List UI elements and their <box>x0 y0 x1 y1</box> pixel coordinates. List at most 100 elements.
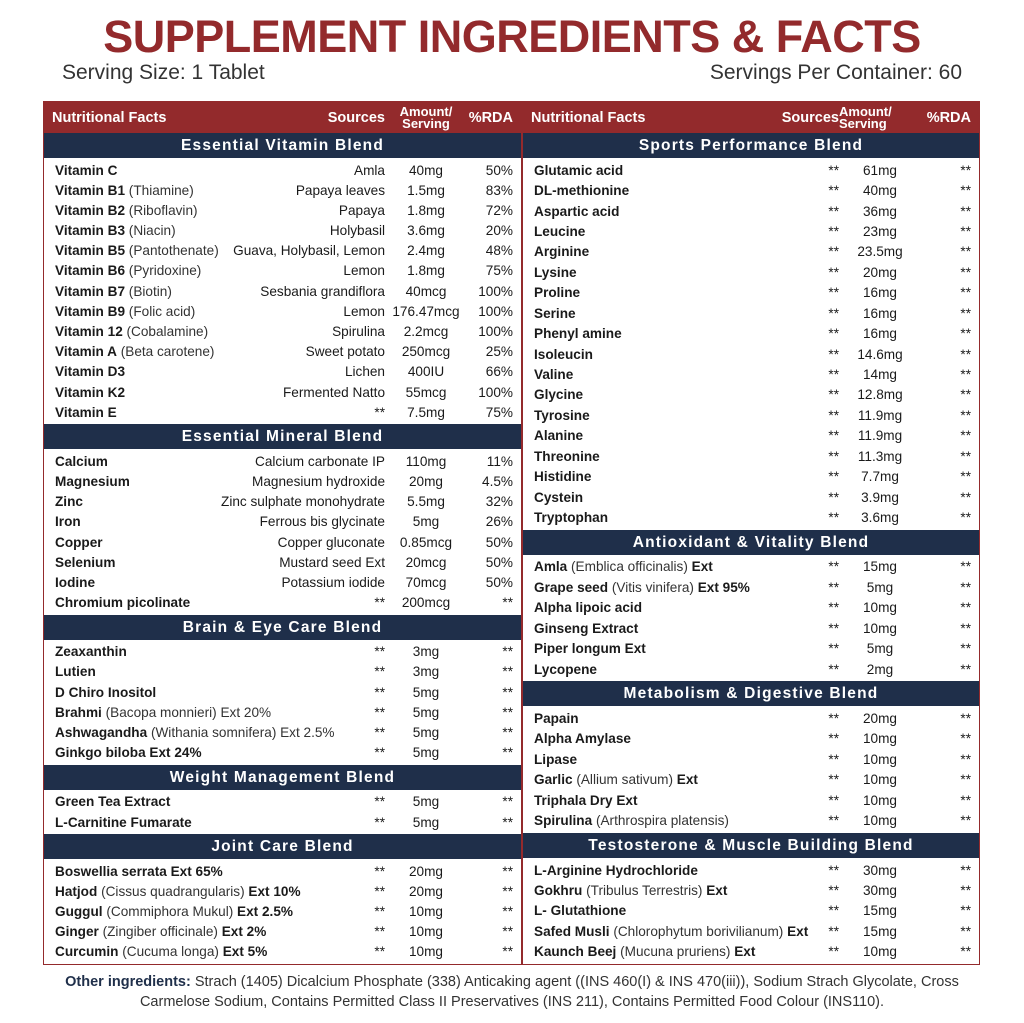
ingredient-name: Papain <box>534 711 579 726</box>
ingredient-cell: Isoleucin ** <box>534 347 839 362</box>
amount: 15mg <box>862 559 897 575</box>
amount: 3.6mg <box>861 509 899 525</box>
source: ** <box>374 814 385 830</box>
amount: 400IU <box>407 364 445 380</box>
ingredient-cell: Ashwagandha (Withania somnifera) Ext 2.5… <box>55 725 385 740</box>
ingredient-name: Glutamic acid <box>534 162 624 178</box>
ingredient-row: Cystein ** 3.9mg ** <box>534 487 971 507</box>
source: ** <box>828 203 839 219</box>
ingredient-name: Lipase <box>534 751 578 767</box>
ingredient-row: Vitamin B6 (Pyridoxine) Lemon 1.8mg 75% <box>55 261 513 281</box>
ingredient-cell: Leucine ** <box>534 224 839 239</box>
ingredient-name: Vitamin B9 <box>55 303 126 319</box>
ingredient-cell: Proline ** <box>534 285 839 300</box>
amount: 2mg <box>866 661 894 677</box>
amount: 16mg <box>862 326 897 342</box>
amount: 70mcg <box>405 574 447 590</box>
header-facts: Nutritional Facts <box>52 109 167 126</box>
ingredient-cell: Ginger (Zingiber officinale) Ext 2% ** <box>55 924 385 939</box>
ingredient-name: Vitamin B2 <box>55 202 126 218</box>
source: ** <box>828 883 839 899</box>
amount: 14.6mg <box>857 346 903 362</box>
header-rda: %RDA <box>468 109 513 126</box>
ingredient-cell: Magnesium Magnesium hydroxide <box>55 474 385 489</box>
ingredient: Vitamin A (Beta carotene) <box>55 344 214 359</box>
ingredient: Vitamin C <box>55 163 117 178</box>
ingredient-row: Lipase ** 10mg ** <box>534 749 971 769</box>
ingredient-cell: Tryptophan ** <box>534 510 839 525</box>
ingredient-cell: Valine ** <box>534 367 839 382</box>
ingredient-cell: Kaunch Beej (Mucuna pruriens) Ext ** <box>534 944 839 959</box>
ingredient-row: Vitamin K2 Fermented Natto 55mcg 100% <box>55 382 513 402</box>
rda: ** <box>960 661 971 677</box>
ingredient: Proline <box>534 285 580 300</box>
source: Mustard seed Ext <box>279 554 385 570</box>
ingredient-row: Brahmi (Bacopa monnieri) Ext 20% ** 5mg ** <box>55 702 513 722</box>
source: Spirulina <box>332 323 385 339</box>
header-amount-line: Serving <box>402 115 450 131</box>
source: ** <box>374 404 385 420</box>
ingredient-row: Aspartic acid ** 36mg ** <box>534 201 971 221</box>
ingredient-name: Hatjod <box>55 883 98 899</box>
ingredient: Arginine <box>534 244 589 259</box>
amount: 20mg <box>862 711 897 726</box>
ingredient-name: Zeaxanthin <box>55 644 127 660</box>
ingredient: Grape seed (Vitis vinifera) Ext 95% <box>534 580 750 595</box>
section-title: Joint Care Blend <box>44 834 521 860</box>
title: SUPPLEMENT INGREDIENTS & FACTS <box>103 11 921 62</box>
ingredient-suffix: Ext 95% <box>697 579 750 595</box>
source: ** <box>828 407 839 423</box>
ingredient-cell: Grape seed (Vitis vinifera) Ext 95% ** <box>534 580 839 595</box>
ingredient-suffix: Ext <box>676 772 698 788</box>
ingredient-row: Zeaxanthin ** 3mg ** <box>55 642 513 662</box>
header-amount-line: Amount/ <box>839 103 892 119</box>
source: ** <box>828 346 839 362</box>
rda: ** <box>960 366 971 382</box>
footer-text: Strach (1405) Dicalcium Phosphate (338) … <box>139 974 959 1010</box>
ingredient-name: Lutien <box>55 664 96 680</box>
source: ** <box>828 862 839 878</box>
rda: ** <box>960 813 971 829</box>
ingredient-row: Hatjod (Cissus quadrangularis) Ext 10% **… <box>55 881 513 901</box>
ingredient-row: Vitamin E ** 7.5mg 75% <box>55 402 513 422</box>
ingredient-row: Spirulina (Arthrospira platensis) ** 10mg *… <box>534 810 971 830</box>
header-left: Nutritional Facts Sources <box>52 110 385 126</box>
ingredient-row: Vitamin B7 (Biotin) Sesbania grandiflora 4… <box>55 281 513 301</box>
amount: 20mg <box>408 883 443 899</box>
rda: 50% <box>485 534 513 550</box>
ingredient-name: Valine <box>534 366 574 382</box>
ingredient-name: Zinc <box>55 494 83 510</box>
ingredient-name: Guggul <box>55 904 103 920</box>
ingredient-row: Papain ** 20mg ** <box>534 708 971 728</box>
ingredient-cell: Vitamin B1 (Thiamine) Papaya leaves <box>55 183 385 198</box>
rda: ** <box>960 600 971 616</box>
ingredient-name: Calcium <box>55 453 108 469</box>
source: ** <box>828 772 839 788</box>
ingredient-cell: Lipase ** <box>534 752 839 767</box>
ingredient-name: Curcumin <box>55 944 119 960</box>
amount: 250mcg <box>401 344 451 360</box>
amount: 10mg <box>862 731 897 747</box>
amount: 12.8mg <box>857 387 903 403</box>
header-rda: %RDA <box>926 109 971 126</box>
ingredient-cell: Vitamin E ** <box>55 405 385 420</box>
rda: ** <box>502 704 513 720</box>
ingredient-name: Vitamin B7 <box>55 283 126 299</box>
ingredient-cell: Spirulina (Arthrospira platensis) ** <box>534 813 839 828</box>
rda: ** <box>960 244 971 260</box>
amount: 61mg <box>862 162 897 178</box>
rda: ** <box>960 862 971 878</box>
ingredient-row: Selenium Mustard seed Ext 20mcg 50% <box>55 552 513 572</box>
ingredient-cell: Tyrosine ** <box>534 408 839 423</box>
source: ** <box>828 469 839 485</box>
amount: 2.4mg <box>407 243 445 259</box>
source: Magnesium hydroxide <box>252 474 385 490</box>
source: ** <box>374 924 385 940</box>
ingredient-cell: Hatjod (Cissus quadrangularis) Ext 10% ** <box>55 884 385 899</box>
amount: 14mg <box>862 366 897 382</box>
rda: 83% <box>485 182 513 198</box>
ingredient-name: Histidine <box>534 469 592 485</box>
amount: 40mg <box>862 183 897 199</box>
amount: 5mg <box>866 641 894 657</box>
rda: ** <box>502 794 513 810</box>
